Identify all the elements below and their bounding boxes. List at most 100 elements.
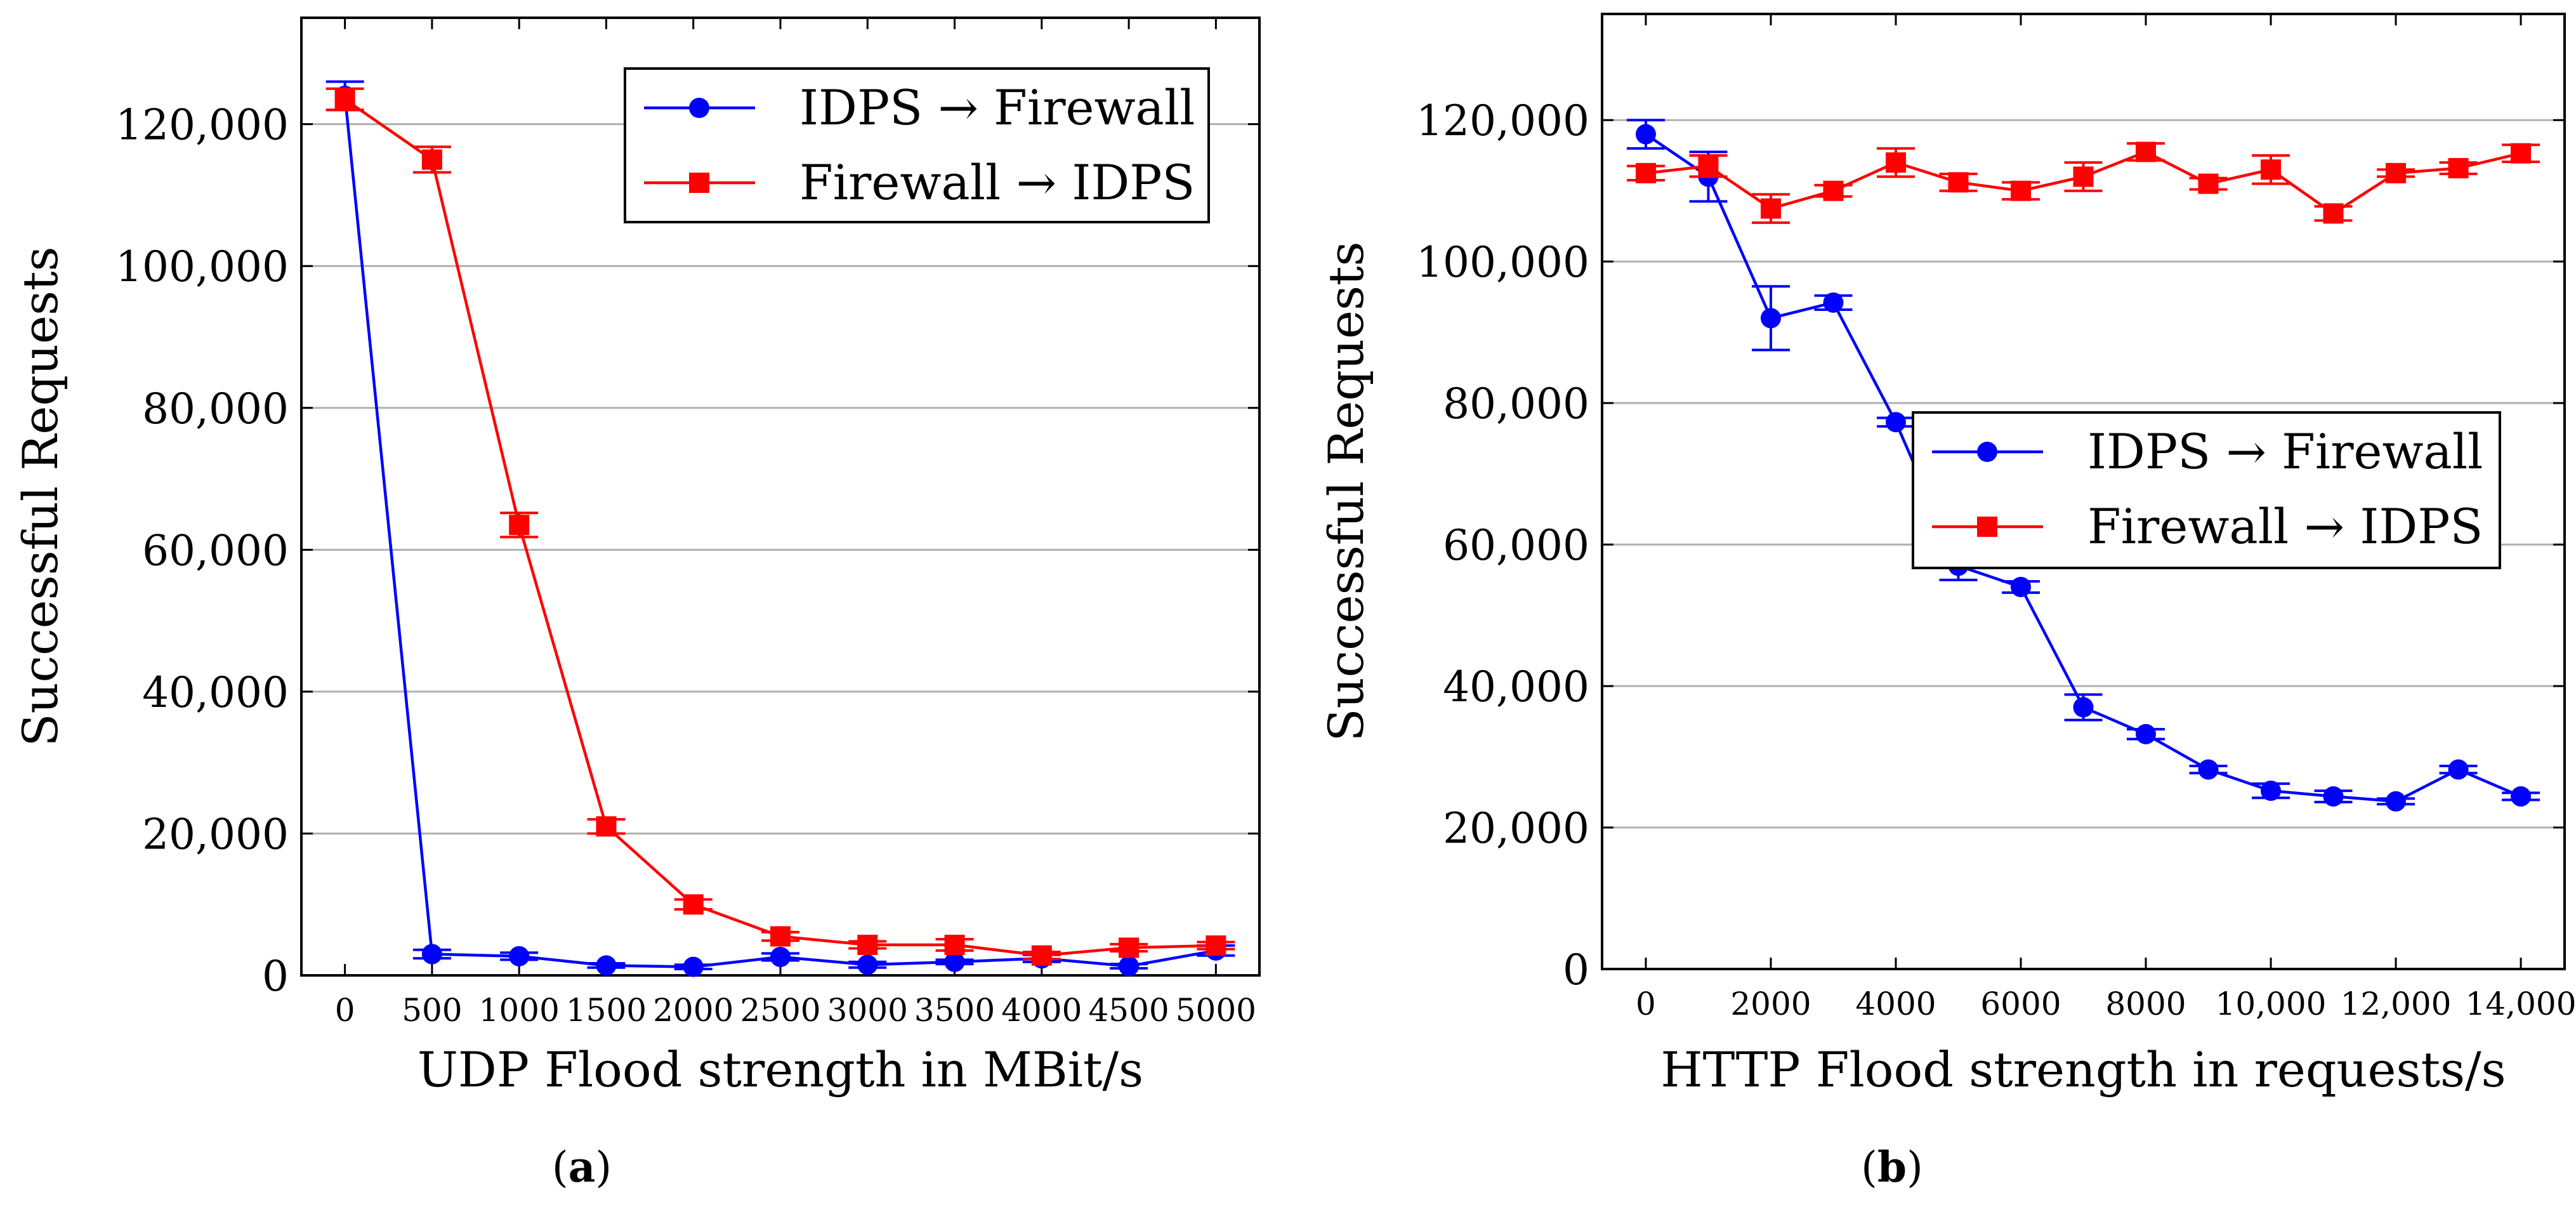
- data-point: [1635, 124, 1656, 145]
- legend-swatch-marker: [689, 173, 709, 193]
- legend-label: IDPS → Firewall: [799, 79, 1195, 136]
- data-point: [596, 955, 617, 976]
- x-tick-label: 2500: [740, 992, 820, 1029]
- data-point: [2010, 577, 2031, 597]
- data-point: [1206, 935, 1226, 956]
- data-point: [2073, 697, 2094, 718]
- series-line: [343, 95, 1216, 968]
- data-point: [2136, 142, 2157, 162]
- legend-entry: IDPS → Firewall: [644, 79, 1195, 136]
- data-point: [2010, 180, 2031, 201]
- y-tick-label: 0: [262, 952, 289, 1001]
- data-point: [944, 934, 965, 955]
- data-point: [944, 951, 965, 972]
- x-axis-title: HTTP Flood strength in requests/s: [1660, 1041, 2506, 1098]
- data-point: [1760, 308, 1781, 329]
- data-point: [1885, 412, 1906, 433]
- data-point: [1823, 292, 1844, 313]
- x-tick-label: 0: [1636, 986, 1656, 1022]
- data-point: [770, 926, 791, 947]
- x-tick-label: 4500: [1088, 992, 1169, 1029]
- x-tick-label: 4000: [1855, 986, 1936, 1022]
- x-tick-label: 1500: [566, 992, 647, 1029]
- figure-caption: (a): [552, 1142, 612, 1192]
- legend-entry: Firewall → IDPS: [644, 154, 1195, 211]
- legend-box: [1912, 411, 2501, 569]
- x-tick-label: 1000: [479, 992, 560, 1029]
- legend: IDPS → Firewall Firewall → IDPS: [1912, 411, 2501, 569]
- x-tick-label: 14,000: [2466, 986, 2576, 1022]
- data-point: [2386, 162, 2407, 183]
- data-point: [2448, 759, 2469, 780]
- legend-label: IDPS → Firewall: [2087, 423, 2483, 480]
- legend-box: [624, 67, 1210, 223]
- data-point: [1948, 172, 1969, 193]
- data-point: [1760, 198, 1781, 219]
- y-tick-label: 100,000: [1416, 238, 1589, 287]
- x-tick-label: 6000: [1980, 986, 2061, 1022]
- data-point: [683, 956, 704, 977]
- data-point: [2511, 143, 2532, 164]
- x-tick-label: 2000: [1730, 986, 1811, 1022]
- plot-frame: [1601, 13, 2566, 970]
- data-point: [1119, 937, 1140, 958]
- data-point: [2261, 159, 2282, 180]
- data-point: [509, 946, 530, 966]
- x-tick-label: 2000: [653, 992, 733, 1029]
- data-point: [2511, 786, 2532, 807]
- chart-b: 0 20,000 40,000 60,000 80,000 100,000 120,000 0…: [1318, 13, 2576, 1192]
- data-point: [1031, 945, 1052, 966]
- data-point: [2323, 786, 2344, 807]
- data-point: [509, 515, 530, 536]
- legend-label: Firewall → IDPS: [2087, 498, 2483, 555]
- legend-swatch-marker: [689, 98, 709, 118]
- y-tick-label: 80,000: [142, 385, 289, 433]
- series-firewall-idps: [1626, 142, 2540, 224]
- y-tick-label: 60,000: [1443, 521, 1589, 570]
- y-tick-label: 100,000: [115, 242, 289, 291]
- figure-caption: (b): [1861, 1142, 1923, 1192]
- y-tick-label: 40,000: [142, 668, 289, 717]
- y-tick-label: 40,000: [1443, 663, 1589, 711]
- data-point: [2448, 158, 2469, 179]
- data-point: [2198, 759, 2219, 780]
- y-tick-label: 120,000: [115, 101, 289, 150]
- series-idps-firewall: [1626, 119, 2540, 812]
- x-tick-label: 500: [402, 992, 462, 1029]
- data-point: [421, 944, 442, 965]
- legend-entry: IDPS → Firewall: [1932, 423, 2483, 480]
- legend-swatch-marker: [1977, 517, 1997, 537]
- legend: IDPS → Firewall Firewall → IDPS: [624, 67, 1210, 223]
- data-point: [857, 934, 878, 955]
- data-point: [1119, 956, 1140, 977]
- series-line: [344, 98, 1216, 957]
- data-point: [1635, 162, 1656, 183]
- chart-a: 0 20,000 40,000 60,000 80,000 100,000 120,000 0…: [12, 16, 1261, 1192]
- y-tick-label: 120,000: [1416, 96, 1589, 145]
- y-tick-label: 80,000: [1443, 379, 1589, 428]
- data-point: [2323, 203, 2344, 224]
- data-point: [2073, 166, 2094, 187]
- data-point: [2386, 791, 2407, 812]
- data-point: [1885, 152, 1906, 173]
- legend-label: Firewall → IDPS: [799, 154, 1195, 211]
- data-point: [421, 149, 442, 170]
- data-point: [770, 946, 791, 967]
- legend-entry: Firewall → IDPS: [1932, 498, 2483, 555]
- x-tick-label: 3500: [914, 992, 995, 1029]
- series-firewall-idps: [325, 87, 1235, 966]
- x-tick-label: 5000: [1176, 992, 1256, 1029]
- x-axis-title: UDP Flood strength in MBit/s: [417, 1041, 1143, 1098]
- data-point: [1698, 155, 1719, 176]
- y-axis-title: Successful Requests: [1318, 242, 1374, 742]
- y-axis-title: Successful Requests: [12, 247, 69, 747]
- data-point: [596, 816, 617, 837]
- data-point: [683, 894, 704, 915]
- x-tick-label: 10,000: [2216, 986, 2327, 1022]
- data-point: [334, 89, 355, 110]
- data-point: [857, 954, 878, 975]
- data-point: [2261, 781, 2282, 801]
- data-point: [2136, 723, 2157, 744]
- data-point: [1823, 180, 1844, 201]
